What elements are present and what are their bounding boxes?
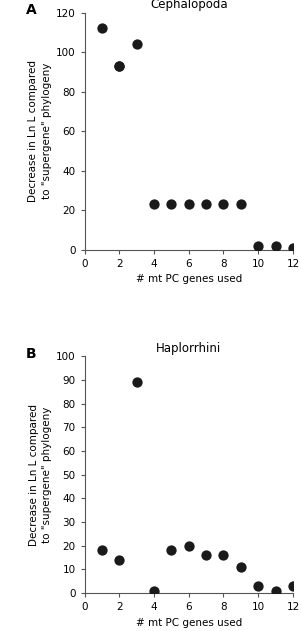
Point (169, 545, 174, 555)
Point (221, 550, 226, 560)
Point (99, 545, 104, 555)
Point (134, 377, 139, 387)
Text: B: B (26, 346, 37, 361)
Title: Cephalopoda: Cephalopoda (150, 0, 228, 11)
Point (99, 23, 104, 33)
Point (204, 199, 208, 209)
X-axis label: # mt PC genes used: # mt PC genes used (136, 618, 242, 628)
Point (273, 240, 278, 251)
Point (239, 562, 243, 572)
Y-axis label: Decrease in Ln L compared
to "supergene" phylogeny: Decrease in Ln L compared to "supergene"… (28, 60, 52, 202)
Point (117, 61, 122, 71)
Point (117, 555, 122, 565)
Point (291, 581, 295, 591)
Title: Haplorrhini: Haplorrhini (156, 342, 221, 355)
Point (186, 199, 191, 209)
Point (152, 199, 156, 209)
Point (152, 586, 156, 596)
Point (169, 199, 174, 209)
Point (291, 242, 295, 252)
X-axis label: # mt PC genes used: # mt PC genes used (136, 274, 242, 284)
Y-axis label: Decrease in Ln L compared
to "supergene" phylogeny: Decrease in Ln L compared to "supergene"… (29, 404, 52, 546)
Point (221, 199, 226, 209)
Point (134, 39, 139, 49)
Point (117, 61, 122, 71)
Point (273, 586, 278, 596)
Point (186, 541, 191, 551)
Point (204, 550, 208, 560)
Point (256, 581, 261, 591)
Point (256, 240, 261, 251)
Text: A: A (26, 3, 37, 17)
Point (239, 199, 243, 209)
